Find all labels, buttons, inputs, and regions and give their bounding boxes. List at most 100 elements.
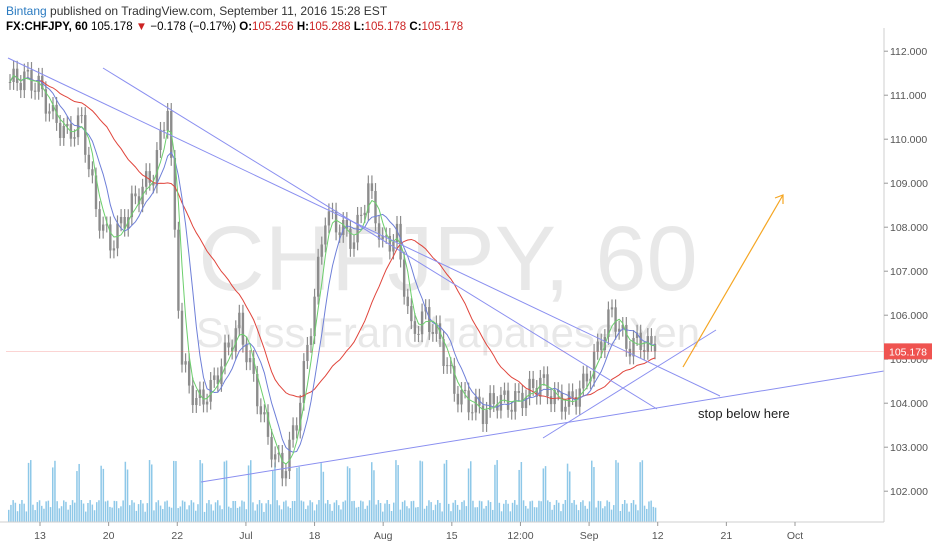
candle	[73, 137, 76, 139]
volume-bar	[107, 500, 109, 522]
volume-bar	[25, 511, 28, 522]
y-tick-label: 102.000	[890, 486, 928, 498]
candle	[370, 183, 374, 191]
volume-bar	[186, 509, 188, 522]
volume-bar	[346, 466, 349, 522]
candle	[144, 171, 148, 187]
volume-bar	[648, 501, 650, 522]
volume-bar	[516, 504, 518, 522]
volume-bar	[610, 509, 613, 522]
y-tick-label: 104.000	[890, 398, 928, 410]
volume-bar	[584, 505, 586, 522]
candle	[596, 341, 599, 352]
volume-bar	[96, 502, 98, 522]
ma-red-line	[9, 74, 656, 400]
candle	[48, 111, 51, 114]
volume-bar	[146, 503, 149, 522]
candle	[270, 436, 273, 460]
volume-bar	[52, 467, 54, 522]
volume-bar	[221, 509, 223, 522]
volume-bar	[245, 509, 248, 522]
candle	[241, 312, 245, 345]
volume-bar	[366, 505, 369, 522]
author-link[interactable]: Bintang	[6, 4, 47, 18]
y-tick-label: 103.000	[890, 442, 928, 454]
candle	[291, 425, 295, 440]
volume-bar	[263, 511, 265, 522]
volume-bar	[434, 504, 437, 522]
volume-bar	[157, 500, 160, 522]
volume-bar	[509, 511, 512, 522]
candle	[123, 216, 126, 229]
volume-bar	[503, 503, 505, 522]
volume-bar	[406, 506, 408, 522]
volume-bar	[45, 501, 47, 522]
candle	[127, 217, 130, 229]
volume-bar	[617, 462, 619, 522]
volume-bar	[654, 507, 657, 522]
volume-bar	[593, 467, 595, 522]
volume-bar	[525, 505, 527, 522]
volume-bar	[397, 465, 399, 522]
volume-bar	[401, 501, 404, 522]
volume-bar	[74, 502, 76, 522]
last-price: 105.178	[91, 21, 133, 33]
volume-bar	[388, 503, 391, 522]
volume-bar	[76, 471, 78, 522]
volume-bar	[265, 503, 267, 522]
volume-bar	[393, 502, 395, 522]
volume-bar	[164, 501, 166, 522]
volume-bar	[452, 502, 454, 522]
volume-bar	[87, 502, 89, 522]
volume-bar	[30, 460, 32, 522]
volume-bar	[591, 460, 593, 522]
volume-bar	[104, 501, 107, 522]
candle	[560, 392, 564, 412]
volume-bar	[547, 500, 549, 522]
candle	[474, 396, 478, 413]
candle	[327, 211, 331, 226]
volume-bar	[120, 506, 122, 522]
volume-bar	[243, 501, 245, 522]
volume-bar	[522, 500, 525, 522]
volume-bar	[118, 508, 120, 522]
candle	[173, 157, 177, 230]
volume-bar	[551, 509, 553, 522]
candle	[546, 374, 549, 397]
volume-bar	[175, 461, 177, 522]
volume-bar	[459, 509, 461, 522]
volume-bar	[602, 508, 604, 522]
candle	[582, 373, 585, 389]
candle	[549, 396, 553, 405]
volume-bar	[417, 507, 419, 522]
volume-bar	[613, 505, 615, 522]
volume-bar	[241, 500, 243, 522]
volume-bar	[544, 466, 547, 522]
volume-bar	[494, 464, 496, 522]
candle	[574, 397, 578, 407]
candle	[288, 439, 291, 472]
volume-bar	[23, 503, 25, 522]
y-tick-label: 107.000	[890, 266, 928, 278]
volume-bar	[423, 508, 426, 522]
symbol-label[interactable]: FX:CHFJPY, 60	[6, 21, 88, 33]
volume-bar	[635, 504, 637, 522]
volume-bar	[505, 500, 507, 522]
volume-bar	[32, 504, 34, 522]
candle	[159, 129, 162, 150]
candle	[119, 216, 123, 224]
candle	[19, 82, 22, 91]
volume-bar	[443, 463, 446, 522]
volume-bar	[472, 500, 474, 522]
volume-bar	[608, 501, 611, 522]
volume-bar	[619, 510, 622, 522]
candle	[109, 224, 112, 251]
volume-bar	[577, 510, 580, 522]
volume-bar	[595, 507, 597, 522]
volume-bar	[408, 508, 410, 522]
volume-bar	[562, 503, 564, 522]
candle	[600, 341, 603, 351]
volume-bar	[558, 502, 560, 522]
volume-bar	[533, 507, 536, 522]
